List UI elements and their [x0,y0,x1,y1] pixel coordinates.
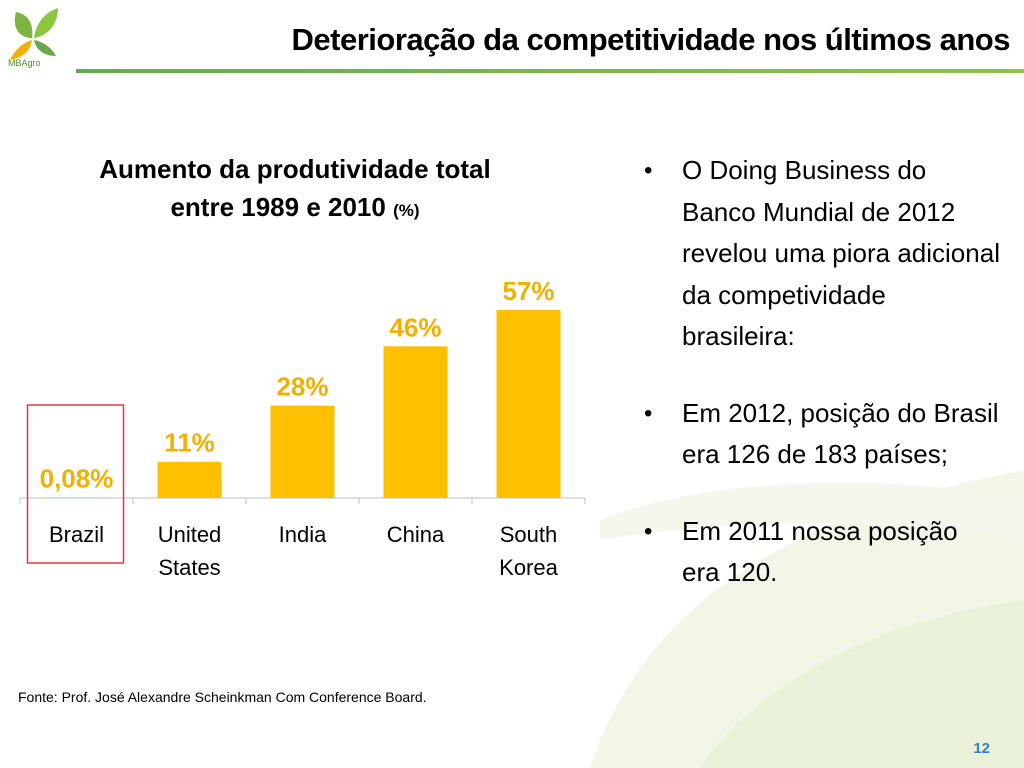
bar-brazil [44,497,109,498]
title-underline [76,69,1024,73]
bar-india [270,405,335,498]
slide-title: Deterioração da competitividade nos últi… [291,22,1011,57]
source-note: Fonte: Prof. José Alexandre Scheinkman C… [18,689,427,705]
chart-title: Aumento da produtividade total entre 198… [40,150,550,230]
data-label: 57% [502,276,554,306]
page-number: 12 [973,740,990,757]
mbagro-logo: MBAgro [4,2,62,70]
chart-title-line1: Aumento da produtividade total [99,154,491,184]
highlight-box [26,404,125,564]
chart-title-unit: (%) [393,201,420,220]
chart-title-line2: entre 1989 e 2010 (%) [40,188,550,230]
bullet-text: Em 2011 nossa posição era 120. [682,515,958,588]
logo-text: MBAgro [8,58,41,68]
data-label: 0,08% [40,463,114,493]
bar-china [383,346,448,498]
bullet-dot: • [644,157,653,184]
data-label: 28% [276,372,328,402]
bullet-text: O Doing Business do Banco Mundial de 201… [682,155,1000,351]
bullet-dot: • [644,517,653,545]
x-tick-label: South [500,522,558,547]
bar-united-states [157,461,222,498]
chart-title-line2-text: entre 1989 e 2010 [170,192,386,222]
data-label: 11% [164,428,215,458]
x-tick-label: Brazil [49,522,104,547]
bullet-list: • O Doing Business do Banco Mundial de 20… [640,150,1000,629]
bullet-item: • Em 2011 nossa posição era 120. [640,511,1000,594]
bar-south-korea [496,310,561,498]
bullet-item: • O Doing Business do Banco Mundial de 20… [640,150,1000,358]
x-tick-label: India [279,522,327,547]
x-tick-label: States [158,555,220,580]
data-label: 46% [389,312,441,342]
bullet-dot: • [644,399,653,427]
bullet-item: • Em 2012, posição do Brasil era 126 de 1… [640,393,1000,476]
x-tick-label: China [387,522,445,547]
bar-chart: 0,08% Brazil 11% United States 28% India 46% Chi… [19,276,586,580]
x-tick-label: United [158,522,222,547]
x-tick-label: Korea [499,555,558,580]
bullet-text: Em 2012, posição do Brasil era 126 de 18… [682,397,999,470]
